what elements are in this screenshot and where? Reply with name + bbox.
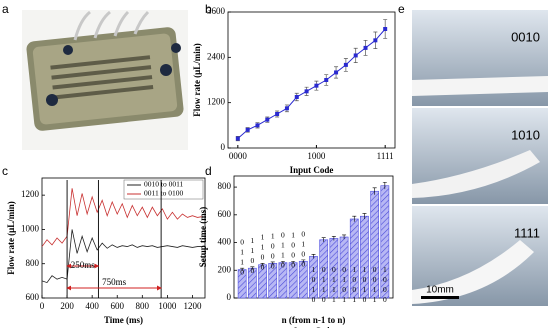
x-tick-label: 1111 [377, 151, 394, 161]
y-axis-label: Flow rate (μL/min) [192, 43, 202, 117]
bar-code-label: 1100 [248, 236, 257, 276]
data-point [383, 27, 388, 31]
bar-code-label: 1100 [258, 233, 267, 273]
y-tick-label: 200 [218, 264, 232, 274]
data-point [343, 62, 348, 67]
photo-label: 1111 [514, 225, 540, 240]
x-axis-label: Time (ms) [104, 315, 143, 325]
data-point [284, 106, 289, 111]
data-point [265, 117, 270, 122]
y-tick-label: 3600 [207, 6, 226, 16]
bar-code-label: 1010 [309, 265, 318, 305]
x-tick-label: 0 [40, 301, 45, 311]
y-tick-label: 0 [221, 142, 226, 152]
error-bar [280, 260, 285, 265]
plot-frame [227, 11, 396, 149]
panel-label: b [205, 2, 212, 16]
error-bar [382, 181, 387, 190]
x-tick-label: 800 [136, 301, 150, 311]
bar-code-label: 0110 [319, 265, 328, 305]
scale-bar-label: 10mm [426, 285, 454, 296]
y-tick-label: 1000 [21, 223, 40, 233]
data-line [41, 229, 203, 284]
annotation-label: 750ms [102, 277, 127, 287]
y-tick-label: 800 [218, 181, 232, 191]
panel-label: a [2, 2, 9, 16]
error-bar [240, 267, 245, 271]
y-tick-label: 0 [227, 292, 232, 302]
panel-label: d [205, 164, 212, 178]
device-photo [22, 10, 188, 150]
error-bar [260, 263, 265, 267]
error-bar [301, 259, 306, 263]
y-axis-label: Flow rate (μL/min) [6, 201, 16, 275]
data-point [353, 53, 358, 58]
data-point [363, 45, 368, 50]
panel-label: c [2, 164, 8, 178]
data-point [373, 38, 378, 43]
legend-label: 0010 to 0011 [144, 180, 184, 189]
x-tick-label: 0000 [229, 151, 248, 161]
bar-code-label: 0110 [238, 238, 247, 278]
data-point [304, 89, 309, 94]
y-tick-label: 400 [218, 237, 232, 247]
error-bar [342, 234, 347, 240]
data-point [294, 95, 299, 99]
data-line [41, 188, 203, 247]
legend-label: 0011 to 0100 [144, 189, 184, 198]
photo-label: 1010 [511, 127, 540, 142]
x-axis-label: Input Code [290, 165, 334, 175]
data-point [334, 70, 339, 75]
data-point [324, 78, 329, 82]
x-axis-label: n (from n-1 to n) [282, 315, 346, 325]
error-bar [321, 237, 326, 242]
x-tick-label: 1200 [183, 301, 202, 311]
y-tick-label: 600 [218, 209, 232, 219]
x-tick-label: 1000 [158, 301, 177, 311]
x-tick-label: 600 [110, 301, 124, 311]
bar-code-label: 1000 [380, 265, 389, 305]
error-bar [250, 266, 255, 270]
bar-code-label: 0011 [370, 265, 379, 305]
photo-label: 0010 [511, 29, 540, 44]
data-point [235, 136, 240, 141]
bar-code-label: 0110 [278, 231, 287, 271]
legend-box [123, 179, 204, 200]
error-bar [270, 261, 275, 265]
y-tick-label: 2400 [207, 51, 226, 61]
actuator-photos [412, 10, 548, 306]
error-bar [352, 215, 357, 222]
x-tick-label: 1000 [307, 151, 326, 161]
bar-code-label: 0101 [340, 265, 349, 305]
data-point [314, 83, 319, 88]
y-tick-label: 600 [26, 292, 40, 302]
y-axis-label: Setup time (ms) [198, 207, 208, 268]
annotation-label: 250ms [71, 260, 96, 270]
y-tick-label: 1200 [21, 189, 40, 199]
error-bar [331, 236, 336, 241]
x-tick-label: 200 [60, 301, 74, 311]
error-bar [362, 213, 367, 219]
x-axis-label-2: Input Code [294, 326, 333, 328]
panel-label: e [398, 2, 405, 16]
y-tick-label: 1200 [207, 97, 226, 107]
plot-frame [41, 177, 206, 299]
data-line [237, 28, 386, 139]
bar-code-label: 1000 [268, 231, 277, 271]
data-point [275, 112, 280, 116]
bar-code-label: 1001 [350, 265, 359, 305]
y-tick-label: 800 [26, 258, 40, 268]
x-tick-label: 400 [85, 301, 99, 311]
data-point [245, 127, 250, 132]
error-bar [291, 260, 296, 265]
bar-code-label: 1010 [360, 265, 369, 305]
error-bar [311, 254, 316, 259]
bar-code-label: 0100 [299, 229, 308, 269]
bar-code-label: 1000 [289, 231, 298, 271]
data-point [255, 123, 260, 128]
error-bar [372, 187, 377, 195]
bar-code-label: 0111 [329, 265, 338, 305]
